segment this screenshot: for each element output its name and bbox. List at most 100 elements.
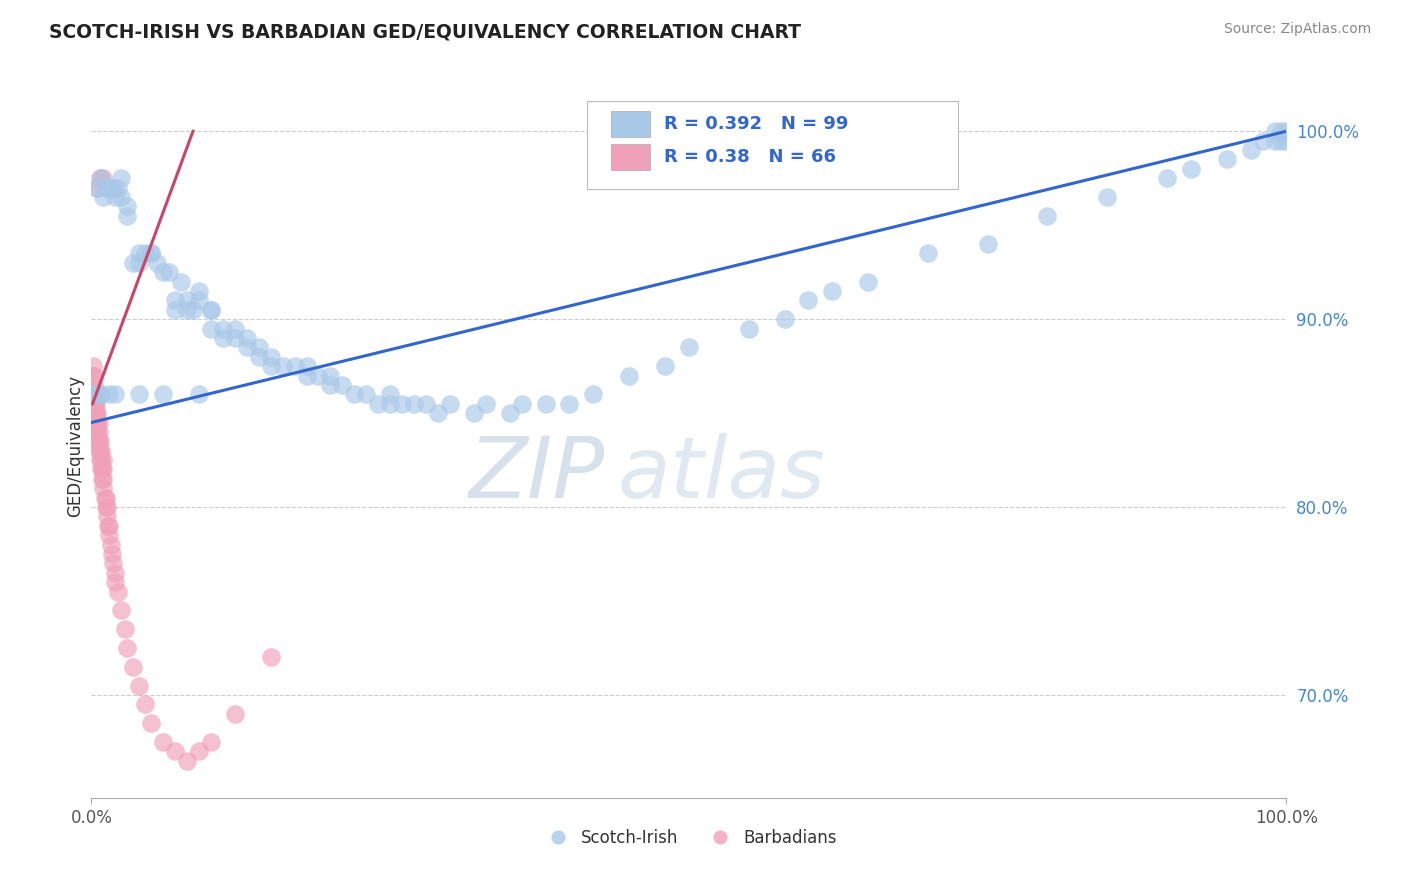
Point — [84, 387, 107, 401]
Point — [343, 387, 366, 401]
Point — [307, 368, 329, 383]
Point — [93, 491, 115, 505]
Point — [107, 180, 129, 194]
Point — [97, 519, 120, 533]
Point — [87, 434, 110, 449]
Point — [101, 180, 124, 194]
Point — [86, 416, 108, 430]
Point — [82, 387, 104, 401]
Point — [86, 387, 108, 401]
Point — [211, 331, 233, 345]
Point — [510, 397, 533, 411]
Point — [856, 275, 880, 289]
Point — [1275, 124, 1298, 138]
Point — [86, 180, 108, 194]
Point — [1275, 134, 1298, 148]
Point — [224, 331, 246, 345]
Point — [90, 453, 112, 467]
Point — [439, 397, 461, 411]
Point — [181, 302, 204, 317]
Text: SCOTCH-IRISH VS BARBADIAN GED/EQUIVALENCY CORRELATION CHART: SCOTCH-IRISH VS BARBADIAN GED/EQUIVALENC… — [49, 22, 801, 41]
Point — [187, 387, 211, 401]
FancyBboxPatch shape — [612, 111, 650, 137]
FancyBboxPatch shape — [588, 101, 957, 189]
Point — [128, 246, 150, 260]
Point — [84, 406, 107, 420]
Point — [93, 462, 114, 476]
Point — [976, 237, 998, 252]
Point — [558, 397, 581, 411]
Point — [104, 190, 127, 204]
Point — [378, 397, 402, 411]
Point — [84, 425, 107, 439]
Point — [187, 744, 211, 758]
Text: R = 0.392   N = 99: R = 0.392 N = 99 — [664, 115, 848, 133]
Point — [93, 171, 114, 186]
Point — [90, 387, 112, 401]
Point — [100, 538, 122, 552]
Point — [284, 359, 307, 373]
Point — [91, 472, 114, 486]
Point — [391, 397, 413, 411]
Point — [141, 716, 162, 731]
Point — [678, 340, 700, 354]
Point — [1036, 209, 1059, 223]
Point — [1156, 171, 1178, 186]
Point — [474, 397, 498, 411]
Text: atlas: atlas — [617, 433, 825, 516]
Point — [110, 171, 132, 186]
Point — [89, 453, 111, 467]
Point — [200, 302, 222, 317]
Point — [90, 443, 112, 458]
Point — [163, 302, 186, 317]
Point — [235, 331, 259, 345]
Point — [91, 462, 114, 476]
Point — [86, 180, 108, 194]
Point — [83, 387, 105, 401]
Point — [89, 171, 111, 186]
Point — [498, 406, 520, 420]
Point — [415, 397, 437, 411]
Point — [917, 246, 939, 260]
Point — [84, 397, 107, 411]
Point — [1251, 134, 1274, 148]
Point — [82, 368, 104, 383]
Point — [134, 246, 156, 260]
Point — [115, 209, 138, 223]
Point — [86, 406, 108, 420]
Point — [737, 321, 759, 335]
Point — [152, 387, 174, 401]
Point — [332, 378, 354, 392]
Point — [84, 406, 107, 420]
Point — [96, 500, 118, 514]
Point — [582, 387, 605, 401]
Point — [89, 443, 111, 458]
Point — [96, 509, 118, 524]
Point — [141, 246, 162, 260]
Point — [157, 265, 180, 279]
Point — [84, 397, 107, 411]
Point — [170, 275, 193, 289]
Point — [404, 397, 426, 411]
Point — [93, 190, 114, 204]
Point — [141, 246, 162, 260]
Point — [93, 472, 114, 486]
Point — [128, 387, 150, 401]
Point — [104, 387, 127, 401]
Point — [354, 387, 377, 401]
Point — [200, 302, 222, 317]
Point — [86, 434, 108, 449]
Point — [271, 359, 294, 373]
Point — [87, 425, 110, 439]
Point — [90, 462, 112, 476]
Point — [319, 378, 342, 392]
Point — [176, 754, 198, 768]
Point — [87, 443, 110, 458]
Point — [211, 321, 233, 335]
Point — [115, 199, 138, 213]
Point — [224, 321, 246, 335]
Point — [1240, 143, 1263, 157]
Point — [378, 387, 402, 401]
Point — [83, 368, 105, 383]
Point — [463, 406, 485, 420]
